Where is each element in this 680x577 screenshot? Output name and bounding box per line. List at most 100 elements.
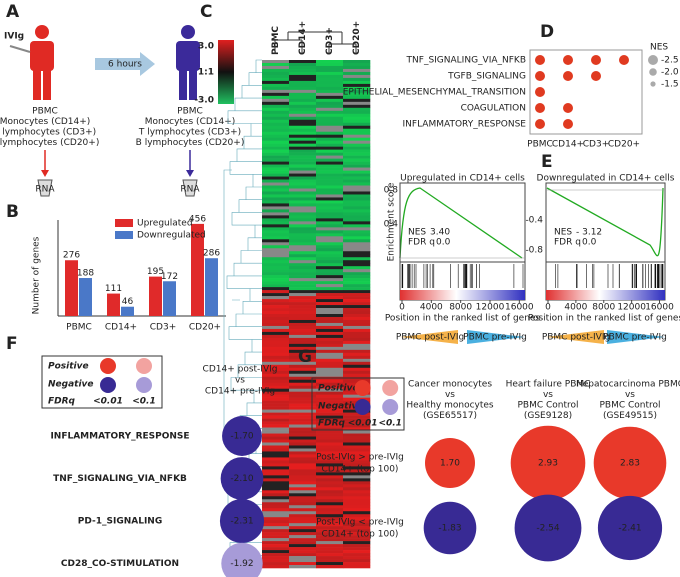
x-tick-label: 4000 xyxy=(420,303,443,313)
heatmap-cell xyxy=(262,526,290,530)
row-label: Post-IVIg < pre-IVIg xyxy=(316,518,404,528)
heatmap-cell xyxy=(343,182,371,186)
heatmap-cell xyxy=(343,290,371,294)
pathway-label: CD28_CO-STIMULATION xyxy=(61,559,179,569)
heatmap-cell xyxy=(289,523,317,527)
heatmap-cell xyxy=(289,236,317,240)
heatmap-cell xyxy=(262,260,290,264)
heatmap-cell xyxy=(316,86,344,91)
heatmap-cell xyxy=(262,149,290,153)
heatmap-cell xyxy=(343,346,371,351)
heatmap-cell xyxy=(316,134,344,138)
tubes xyxy=(37,179,198,197)
heatmap-cell xyxy=(343,484,371,488)
heatmap-cell xyxy=(289,340,317,345)
column-header: Hepatocarcinoma PBMC xyxy=(576,380,680,390)
heatmap-cell xyxy=(316,98,344,103)
heatmap-cell xyxy=(316,502,344,506)
legend-label: Downregulated xyxy=(137,231,206,241)
heatmap-cell xyxy=(289,460,317,464)
heatmap-cell xyxy=(262,221,290,225)
heatmap-cell xyxy=(316,221,344,225)
heatmap-cell xyxy=(343,215,371,219)
heatmap-cell xyxy=(316,424,344,428)
legend-box xyxy=(311,377,405,431)
pathway-label: TNF_SIGNALING_VIA_NFKB xyxy=(53,474,187,484)
heatmap-cell xyxy=(262,86,290,91)
heatmap-cell xyxy=(289,445,317,449)
heatmap-cell xyxy=(262,65,290,70)
heatmap-cell xyxy=(262,457,290,461)
heatmap-cell xyxy=(289,77,317,82)
heatmap-cell xyxy=(289,80,317,85)
x-tick-label: 16000 xyxy=(505,303,534,313)
heatmap-cell xyxy=(343,490,371,494)
data-label: -1.70 xyxy=(230,432,254,442)
heatmap-cell xyxy=(343,469,371,473)
heatmap-cell xyxy=(343,185,371,189)
heatmap-cell xyxy=(343,137,371,141)
heatmap-cell xyxy=(289,185,317,189)
heatmap-cell xyxy=(316,140,344,144)
heatmap-cell xyxy=(262,215,290,219)
heatmap-cell xyxy=(343,433,371,437)
pathway-label: TNF_SIGNALING_VIA_NFKB xyxy=(406,56,526,66)
heatmap-cell xyxy=(316,104,344,109)
phenotype-arrow xyxy=(546,330,604,344)
heatmap-cell xyxy=(289,418,317,422)
legend-swatch xyxy=(115,231,133,239)
heatmap-cell xyxy=(316,478,344,482)
heatmap-cell xyxy=(262,472,290,476)
legend-label: FDRq xyxy=(318,419,346,429)
data-label: 2.83 xyxy=(620,459,640,469)
heatmap-cell xyxy=(316,406,344,410)
column-header: Healthy monocytes xyxy=(406,401,494,411)
heatmap-cell xyxy=(289,349,317,354)
legend-dot xyxy=(136,358,152,374)
heatmap-cell xyxy=(289,296,317,300)
heatmap-cell xyxy=(343,316,371,321)
heatmap-cell xyxy=(316,230,344,234)
panel-letter: B xyxy=(6,202,19,222)
bar xyxy=(121,306,134,316)
heatmap-cell xyxy=(343,367,371,372)
heatmap-cell xyxy=(343,331,371,336)
heatmap-cell xyxy=(343,149,371,153)
data-label: 195 xyxy=(147,267,164,277)
row-label: CD14+ (top 100) xyxy=(322,465,399,475)
heatmap-cell xyxy=(289,412,317,416)
heatmap-cell xyxy=(316,439,344,443)
heatmap-cell xyxy=(343,532,371,536)
dot xyxy=(535,55,545,65)
nes-value: - 3.12 xyxy=(576,228,602,238)
data-label: 46 xyxy=(122,297,134,307)
heatmap-cell xyxy=(262,436,290,440)
heatmap-cell xyxy=(316,188,344,192)
heatmap-cell xyxy=(343,74,371,79)
heatmap-cell xyxy=(316,448,344,452)
heatmap-cell xyxy=(262,62,290,67)
heatmap-cell xyxy=(316,328,344,333)
heatmap-cell xyxy=(343,89,371,94)
heatmap-cell xyxy=(262,104,290,109)
heatmap-cell xyxy=(262,322,290,327)
heatmap-cell xyxy=(316,65,344,70)
heatmap-cell xyxy=(316,284,344,288)
heatmap-cell xyxy=(343,80,371,85)
heatmap-cell xyxy=(343,427,371,431)
heatmap-cell xyxy=(316,89,344,94)
heatmap-cell xyxy=(262,538,290,542)
heatmap-cell xyxy=(316,95,344,100)
column-dendrogram xyxy=(274,31,357,54)
heatmap-cell xyxy=(262,553,290,557)
heatmap-cell xyxy=(289,532,317,536)
heatmap-cell xyxy=(262,382,290,387)
panel-letter: C xyxy=(200,2,212,22)
heatmap-cell xyxy=(316,167,344,171)
legend-label: Upregulated xyxy=(137,219,193,229)
heatmap-cell xyxy=(343,526,371,530)
heatmap-cell xyxy=(289,478,317,482)
heatmap-cell xyxy=(343,119,371,124)
heatmap-cell xyxy=(262,209,290,213)
heatmap-cell xyxy=(289,65,317,70)
